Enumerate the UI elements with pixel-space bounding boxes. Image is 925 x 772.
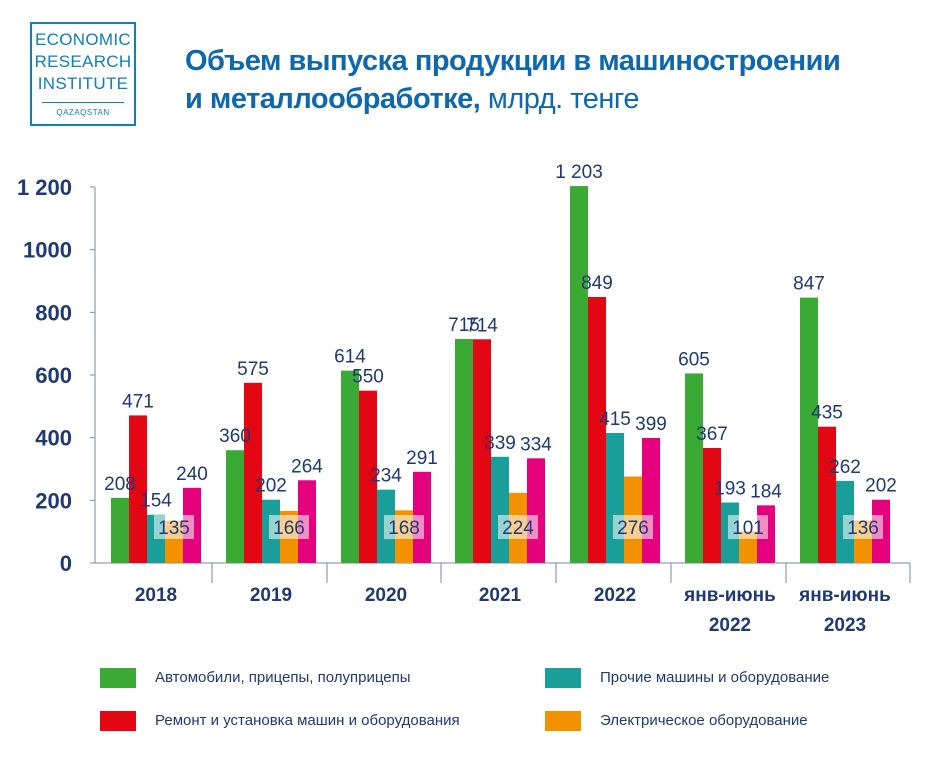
data-label: 193 (714, 479, 746, 500)
data-label-box (613, 515, 653, 539)
data-label: 614 (334, 347, 366, 368)
bar (606, 432, 624, 563)
data-label: 605 (678, 349, 710, 370)
x-tick-label: янв-июнь 2023 (798, 585, 891, 636)
logo-line-3: INSTITUTE (37, 74, 129, 93)
x-tick-label: 2019 (250, 585, 292, 606)
data-label: 471 (122, 391, 154, 412)
data-label: 339 (484, 433, 516, 454)
data-label: 714 (466, 315, 498, 336)
data-label: 136 (847, 518, 879, 539)
data-label: 367 (696, 424, 728, 445)
data-label: 168 (388, 518, 420, 539)
y-tick-label: 1000 (23, 238, 72, 263)
data-label-box (154, 515, 194, 539)
data-label-box (498, 515, 538, 539)
x-tick-label: 2021 (479, 585, 522, 606)
bar (527, 458, 545, 563)
chart-title-unit: млрд. тенге (480, 83, 640, 115)
y-tick-label: 400 (35, 426, 72, 451)
data-label: 550 (352, 367, 384, 388)
legend-swatch-2 (100, 711, 136, 731)
x-tick-label: 2020 (365, 585, 407, 606)
chart-title-line-2: и металлообработке, (185, 83, 481, 115)
data-label: 224 (502, 518, 534, 539)
bar (473, 339, 491, 563)
data-label-box (384, 515, 424, 539)
data-label: 435 (811, 403, 843, 424)
legend-swatch-3 (545, 711, 581, 731)
logo-line-2: RESEARCH (34, 52, 132, 71)
bar (129, 415, 147, 563)
chart-title: Объем выпуска продукции в машиностроении… (185, 42, 841, 118)
data-label: 202 (255, 476, 287, 497)
data-label: 847 (793, 274, 825, 295)
legend-swatch-0 (100, 668, 136, 688)
y-tick-label: 800 (35, 300, 72, 325)
data-label: 715 (448, 315, 480, 336)
chart-title-line-1: Объем выпуска продукции в машиностроении (185, 45, 841, 77)
data-label: 334 (520, 434, 552, 455)
data-label: 849 (581, 273, 613, 294)
data-label: 360 (219, 426, 251, 447)
x-tick-label: 2022 (594, 585, 636, 606)
legend-label-1: Прочие машины и оборудование (600, 669, 830, 686)
data-label: 264 (291, 456, 323, 477)
bar (685, 373, 703, 563)
y-tick-label: 0 (60, 551, 72, 576)
data-label: 234 (370, 466, 402, 487)
bar-chart: 0 200 400 600 800 1000 1 200 208 471 154 135 240 360… (17, 162, 911, 636)
bar (570, 186, 588, 563)
legend-label-3: Электрическое оборудование (600, 712, 808, 729)
bar (491, 456, 509, 563)
x-tick-label: 2018 (135, 585, 177, 606)
y-tick-label: 200 (35, 488, 72, 513)
y-tick-label: 600 (35, 363, 72, 388)
y-tick-label: 1 200 (17, 175, 72, 200)
logo-line-1: ECONOMIC (35, 30, 131, 49)
bar (739, 531, 757, 563)
data-label: 101 (732, 518, 764, 539)
data-label: 202 (865, 476, 897, 497)
bar (455, 338, 473, 563)
logo-rule (42, 102, 124, 103)
data-label: 154 (140, 491, 172, 512)
data-label-box (728, 515, 768, 539)
data-label: 166 (273, 518, 305, 539)
data-label: 1 203 (555, 162, 603, 183)
legend-swatch-1 (545, 668, 581, 688)
bar (703, 448, 721, 563)
data-label: 208 (104, 474, 136, 495)
data-label: 399 (635, 414, 667, 435)
bar (341, 370, 359, 563)
data-label: 135 (158, 518, 190, 539)
data-label: 575 (237, 359, 269, 380)
institute-logo: ECONOMIC RESEARCH INSTITUTE QAZAQSTAN (30, 22, 136, 126)
data-label: 291 (406, 448, 438, 469)
bar (800, 297, 818, 563)
data-label: 415 (599, 409, 631, 430)
data-label: 276 (617, 518, 649, 539)
data-label-box (843, 515, 883, 539)
bar (111, 497, 129, 563)
bar (818, 426, 836, 563)
logo-line-4: QAZAQSTAN (56, 108, 110, 117)
data-label: 262 (829, 457, 861, 478)
bar (226, 450, 244, 563)
x-tick-label: янв-июнь 2022 (683, 585, 776, 636)
data-label: 184 (750, 481, 782, 502)
data-label: 240 (176, 464, 208, 485)
bar (588, 296, 606, 563)
data-label-box (269, 515, 309, 539)
legend-label-0: Автомобили, прицепы, полуприцепы (155, 669, 411, 686)
legend-label-2: Ремонт и установка машин и оборудования (155, 712, 460, 729)
bar (359, 390, 377, 563)
bar (244, 382, 262, 563)
bar (642, 437, 660, 563)
